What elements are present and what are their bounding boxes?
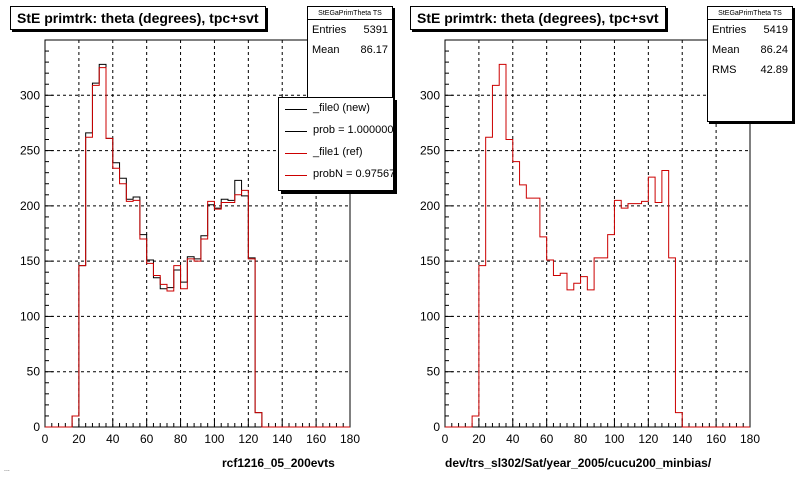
x-tick-label: 60 (540, 432, 554, 446)
left-stats-entries: 5391 (363, 24, 388, 36)
y-tick-label: 300 (20, 88, 40, 102)
right-chart-title: StE primtrk: theta (degrees), tpc+svt (410, 6, 666, 30)
left-histogram-plot: 0 20 40 60 80 100 120 140 160 180 0 50 100 150 200 250 3… (20, 39, 360, 446)
x-tick-label: 160 (306, 432, 326, 446)
left-legend: _file0 (new) prob = 1.000000 _file1 (ref… (278, 97, 394, 191)
right-stats-rms-label: RMS (712, 64, 737, 76)
y-tick-label: 50 (427, 365, 441, 379)
x-tick-label: 80 (174, 432, 188, 446)
x-tick-label: 20 (72, 432, 86, 446)
y-tick-label: 200 (20, 199, 40, 213)
left-stats-entries-label: Entries (312, 24, 347, 36)
x-tick-label: 40 (506, 432, 520, 446)
left-stats-name: StEGaPrimTheta TS (308, 7, 392, 20)
x-tick-label: 80 (574, 432, 588, 446)
y-tick-label: 50 (27, 365, 41, 379)
legend-label-file0: _file0 (new) (313, 102, 370, 114)
legend-entry-file1: _file1 (ref) (279, 142, 393, 164)
x-tick-label: 180 (740, 432, 760, 446)
right-stats-rms: 42.89 (760, 64, 788, 76)
left-stats-mean: 86.17 (360, 44, 388, 56)
x-tick-label: 140 (272, 432, 292, 446)
footer-text: ... (4, 466, 10, 473)
left-stats-box: StEGaPrimTheta TS Entries 5391 Mean 86.17 (307, 6, 393, 104)
x-tick-label: 140 (672, 432, 692, 446)
x-tick-label: 0 (442, 432, 449, 446)
left-stats-mean-label: Mean (312, 44, 340, 56)
left-x-axis-label: rcf1216_05_200evts (222, 456, 335, 470)
x-tick-label: 0 (42, 432, 49, 446)
legend-entry-probn: probN = 0.975670 (279, 164, 393, 186)
x-tick-label: 60 (140, 432, 154, 446)
right-histogram-plot: 0 20 40 60 80 100 120 140 160 180 0 50 100 150 200 250 3… (420, 39, 760, 446)
x-tick-label: 180 (340, 432, 360, 446)
x-tick-label: 100 (204, 432, 224, 446)
right-stats-mean-label: Mean (712, 44, 740, 56)
y-tick-label: 150 (420, 254, 440, 268)
right-stats-box: StEGaPrimTheta TS Entries 5419 Mean 86.24 … (707, 6, 793, 122)
left-chart-title: StE primtrk: theta (degrees), tpc+svt (10, 6, 266, 30)
plot-frame (44, 39, 351, 428)
legend-entry-prob: prob = 1.000000 (279, 120, 393, 142)
left-histogram-panel: 0 20 40 60 80 100 120 140 160 180 0 50 100 150 200 250 3… (4, 6, 394, 473)
y-tick-label: 100 (420, 309, 440, 323)
x-tick-label: 20 (472, 432, 486, 446)
y-tick-label: 300 (420, 88, 440, 102)
y-tick-label: 100 (20, 309, 40, 323)
y-tick-label: 0 (433, 420, 440, 434)
right-histogram-panel: 0 20 40 60 80 100 120 140 160 180 0 50 100 150 200 250 3… (400, 0, 800, 480)
x-tick-label: 100 (604, 432, 624, 446)
legend-label-prob: prob = 1.000000 (313, 124, 394, 136)
right-stats-entries: 5419 (763, 24, 788, 36)
y-tick-label: 250 (20, 144, 40, 158)
right-stats-mean: 86.24 (760, 44, 788, 56)
histogram-series-line (45, 67, 350, 428)
legend-entry-file0: _file0 (new) (279, 98, 393, 120)
right-stats-entries-label: Entries (712, 24, 747, 36)
legend-label-file1: _file1 (ref) (313, 146, 363, 158)
y-tick-label: 0 (33, 420, 40, 434)
y-tick-label: 150 (20, 254, 40, 268)
x-tick-label: 40 (106, 432, 120, 446)
y-tick-label: 200 (420, 199, 440, 213)
legend-label-probn: probN = 0.975670 (313, 168, 394, 180)
right-stats-name: StEGaPrimTheta TS (708, 7, 792, 20)
right-x-axis-label: dev/trs_sl302/Sat/year_2005/cucu200_minb… (445, 456, 712, 470)
plot-frame (444, 39, 751, 428)
x-tick-label: 120 (638, 432, 658, 446)
x-tick-label: 160 (706, 432, 726, 446)
y-tick-label: 250 (420, 144, 440, 158)
x-tick-label: 120 (238, 432, 258, 446)
histogram-series-line (445, 63, 750, 428)
